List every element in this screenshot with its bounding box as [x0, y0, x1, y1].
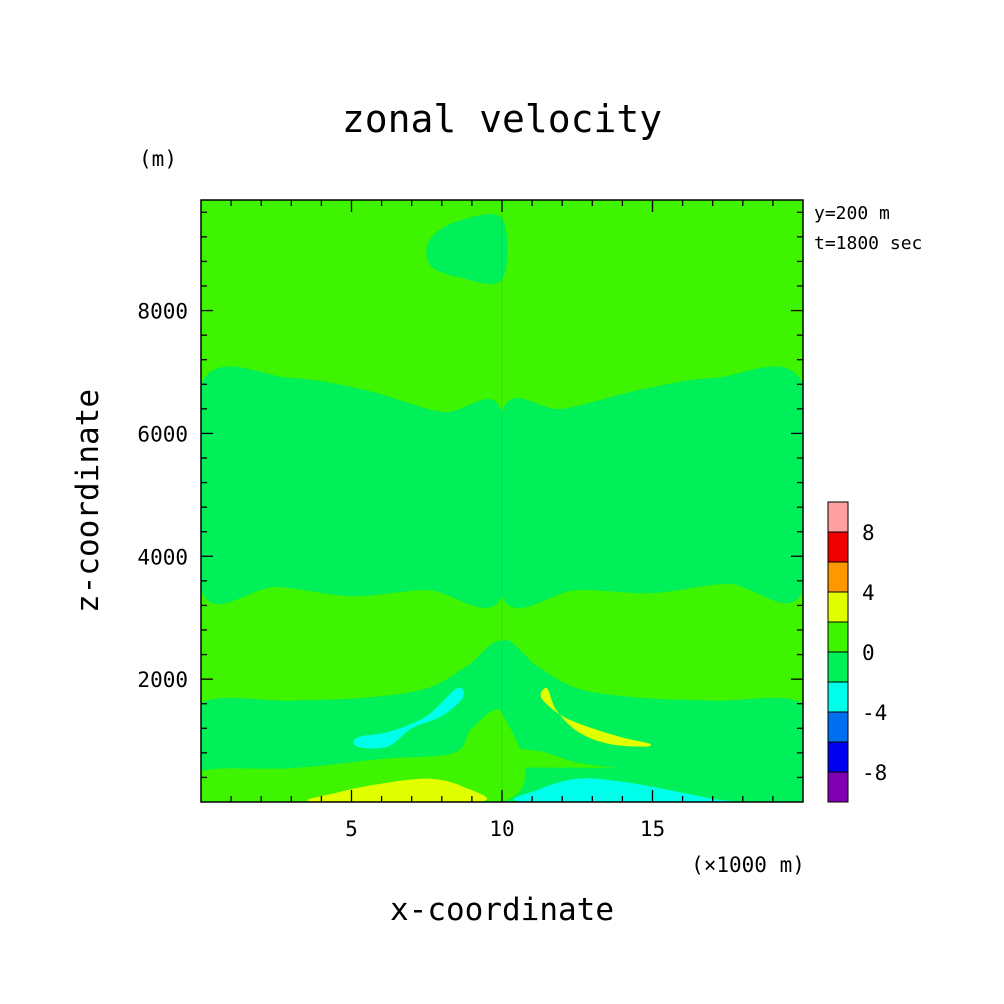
colorbar-swatch	[827, 681, 849, 713]
colorbar-label: 8	[862, 521, 875, 545]
colorbar-swatch	[827, 651, 849, 683]
y-tick-labels: 2000 4000 6000 8000	[137, 300, 188, 693]
y-tick-label: 8000	[137, 300, 188, 324]
x-tick-labels: 5 10 15	[345, 817, 665, 841]
colorbar-label: -4	[862, 701, 887, 725]
x-axis-unit: (×1000 m)	[691, 853, 805, 877]
contour-region-western-negative-jet	[353, 687, 464, 749]
y-tick-label: 4000	[137, 545, 188, 569]
contour-region-western-middle-band	[201, 366, 511, 608]
plot-area	[200, 199, 804, 803]
y-axis-title: z-coordinate	[70, 389, 106, 613]
x-tick-label: 15	[640, 817, 665, 841]
contour-region-eastern-surface-negative	[513, 778, 736, 802]
annotation-y-position: y=200 m	[814, 203, 890, 224]
x-axis-title: x-coordinate	[390, 892, 614, 928]
colorbar-label: 0	[862, 641, 875, 665]
colorbar-label: -8	[862, 761, 887, 785]
y-tick-label: 6000	[137, 422, 188, 446]
colorbar: 8 4 0 -4 -8	[827, 501, 887, 803]
colorbar-label: 4	[862, 581, 875, 605]
colorbar-swatch	[827, 501, 849, 533]
x-tick-label: 5	[345, 817, 358, 841]
chart-title: zonal velocity	[342, 97, 662, 141]
colorbar-swatch	[827, 711, 849, 743]
colorbar-swatch	[827, 561, 849, 593]
contour-region-eastern-lower-band	[496, 639, 803, 777]
colorbar-swatch	[827, 621, 849, 653]
x-tick-label: 10	[489, 817, 514, 841]
annotation-time: t=1800 sec	[814, 233, 922, 254]
colorbar-swatch	[827, 771, 849, 803]
contour-region-top-ellipse-west	[426, 214, 508, 284]
contour-region-western-lower-band	[201, 640, 507, 777]
y-tick-label: 2000	[137, 668, 188, 692]
colorbar-swatch	[827, 741, 849, 773]
contour-region-eastern-upper-band	[493, 366, 803, 609]
contour-region-eastern-positive-jet	[540, 688, 652, 747]
colorbar-swatch	[827, 531, 849, 563]
y-axis-unit: (m)	[139, 147, 177, 171]
axis-ticks	[201, 200, 803, 802]
contour-region-western-positive-wing	[201, 709, 526, 802]
colorbar-swatch	[827, 591, 849, 623]
